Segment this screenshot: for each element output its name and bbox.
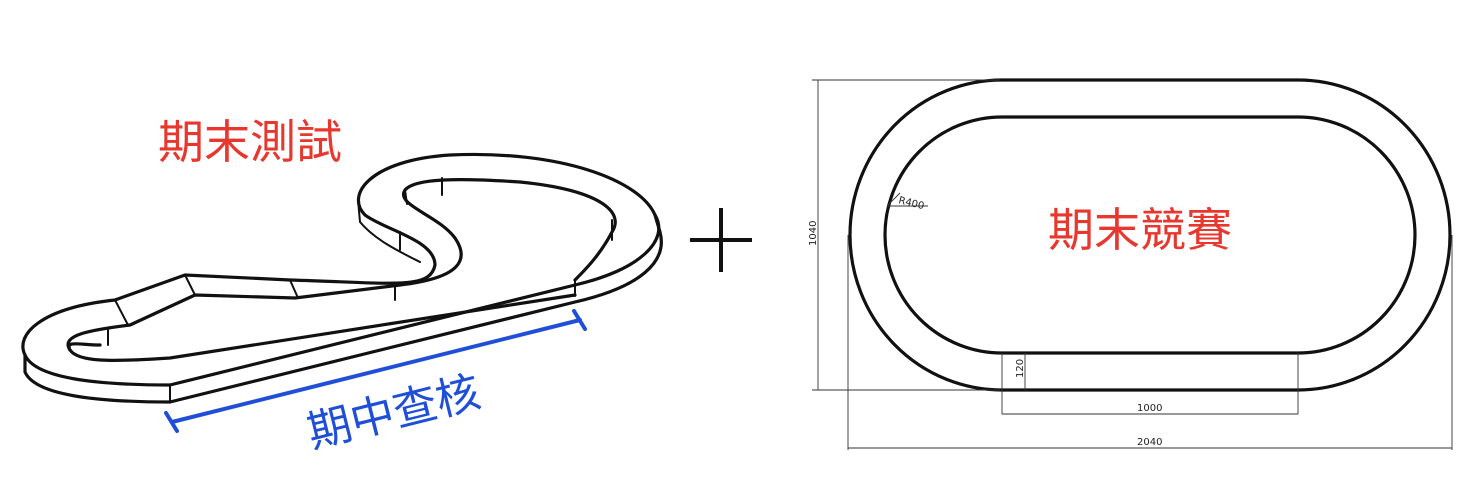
final-competition-label: 期末競賽 (1048, 203, 1232, 257)
dim-height-label: 1040 (808, 221, 819, 246)
midterm-label: 期中查核 (302, 367, 485, 459)
winding-track-3d (21, 152, 663, 404)
track-left-thickness (357, 199, 421, 263)
track-inner-edge-left-top (66, 178, 617, 352)
track-inner-thickness (107, 177, 613, 403)
plus-sign (690, 208, 752, 272)
dim-total-label: 2040 (1137, 437, 1162, 448)
dimension-lines (812, 79, 1453, 450)
midterm-bracket (164, 309, 587, 433)
dim-radius-label: R400 (897, 195, 925, 212)
track-chicane-edge (114, 274, 299, 326)
dim-lane-width-label: 120 (1015, 359, 1026, 378)
dim-straight-label: 1000 (1137, 403, 1162, 414)
final-test-label: 期末測試 (158, 115, 342, 169)
track-inner-edge-left (67, 293, 577, 362)
